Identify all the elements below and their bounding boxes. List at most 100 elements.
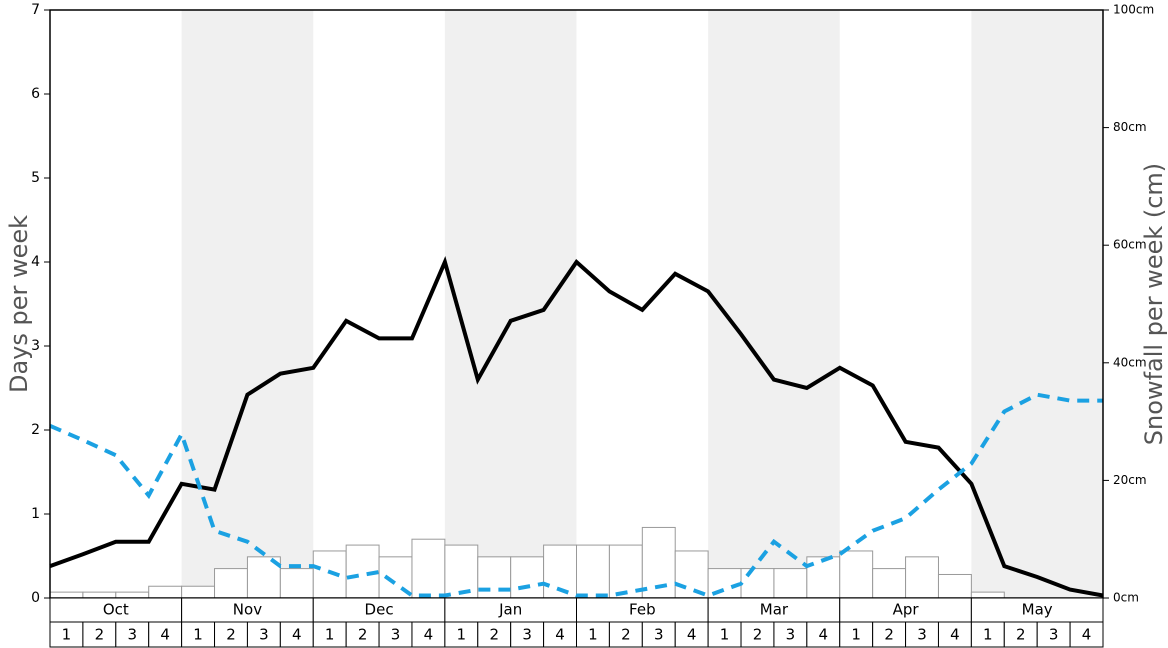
week-label: 3 [127,626,137,644]
week-label: 3 [259,626,269,644]
month-label: Jan [498,601,522,619]
week-cell [279,621,314,648]
week-label: 1 [62,626,72,644]
month-cell [576,597,709,623]
week-cell [707,621,742,648]
line-series [49,392,1103,598]
snowfall-bar [576,544,610,599]
week-cell [576,621,610,648]
snowfall-bar [82,591,117,599]
y-tick-label: 6 [31,86,40,102]
week-cell [49,621,84,648]
snowfall-bar [279,568,314,599]
month-shade [708,10,840,598]
week-label: 2 [753,626,763,644]
week-cell [1003,621,1038,648]
week-label: 3 [917,626,927,644]
week-label: 3 [391,626,401,644]
week-label: 3 [522,626,532,644]
week-label: 1 [457,626,467,644]
month-cell [707,597,841,623]
week-label: 4 [292,626,302,644]
week-cell [608,621,643,648]
month-cell [970,597,1104,623]
snowfall-bar [411,538,446,599]
week-cell [937,621,972,648]
y2-tick-label: 40cm [1113,355,1147,369]
week-label: 1 [588,626,598,644]
month-label: Oct [103,601,129,619]
y-tick-label: 3 [31,338,40,354]
snowfall-bar [773,568,808,599]
month-label: May [1022,601,1053,619]
week-label: 4 [424,626,434,644]
snowfall-bar [510,556,545,599]
month-cell [839,597,972,623]
month-shade [181,10,314,598]
snowfall-bar [970,591,1005,599]
week-label: 1 [851,626,861,644]
y-tick-label: 2 [31,422,40,438]
snowfall-bar [905,556,939,599]
y-tick-label: 0 [31,590,40,606]
month-cell [181,597,314,623]
week-cell [510,621,545,648]
week-label: 1 [720,626,730,644]
week-label: 3 [786,626,796,644]
month-shade [971,10,1103,598]
week-label: 2 [95,626,105,644]
y-tick-label: 5 [31,170,40,186]
week-cell [477,621,512,648]
y2-axis-title: Snowfall per week (cm) [1140,163,1168,445]
y-tick-label: 1 [31,506,40,522]
y2-tick-label: 0cm [1113,591,1139,605]
week-label: 4 [160,626,170,644]
week-label: 2 [621,626,631,644]
week-cell [740,621,775,648]
week-cell [970,621,1005,648]
month-shade [444,10,577,598]
week-label: 4 [555,626,565,644]
week-cell [905,621,939,648]
week-cell [246,621,281,648]
snowfall-bar [872,568,907,599]
week-cell [115,621,150,648]
week-label: 2 [1016,626,1026,644]
month-label: Nov [233,601,262,619]
week-label: 2 [884,626,894,644]
week-cell [839,621,874,648]
week-label: 2 [358,626,368,644]
snowfall-bar [740,568,775,599]
week-cell [674,621,709,648]
snowfall-bar [148,585,183,599]
month-label: Dec [365,601,394,619]
week-label: 3 [654,626,664,644]
week-label: 3 [1049,626,1059,644]
snowfall-bar [312,550,347,599]
y-tick-label: 4 [31,254,40,270]
week-label: 4 [1082,626,1092,644]
y2-tick-label: 60cm [1113,238,1147,252]
week-label: 4 [950,626,960,644]
week-cell [1069,621,1104,648]
week-cell [872,621,907,648]
week-cell [181,621,216,648]
snowfall-bar [477,556,512,599]
y-axis-title: Days per week [5,215,33,393]
y-tick-label: 7 [31,2,40,18]
week-label: 4 [819,626,829,644]
week-cell [82,621,117,648]
snowfall-bar [444,544,479,599]
month-label: Mar [760,601,789,619]
month-label: Feb [629,601,656,619]
week-label: 4 [687,626,697,644]
week-cell [378,621,413,648]
month-cell [444,597,577,623]
snowfall-bar [115,591,150,599]
week-cell [312,621,347,648]
week-label: 1 [325,626,335,644]
snowfall-bar [49,591,84,599]
month-label: Apr [893,601,920,619]
